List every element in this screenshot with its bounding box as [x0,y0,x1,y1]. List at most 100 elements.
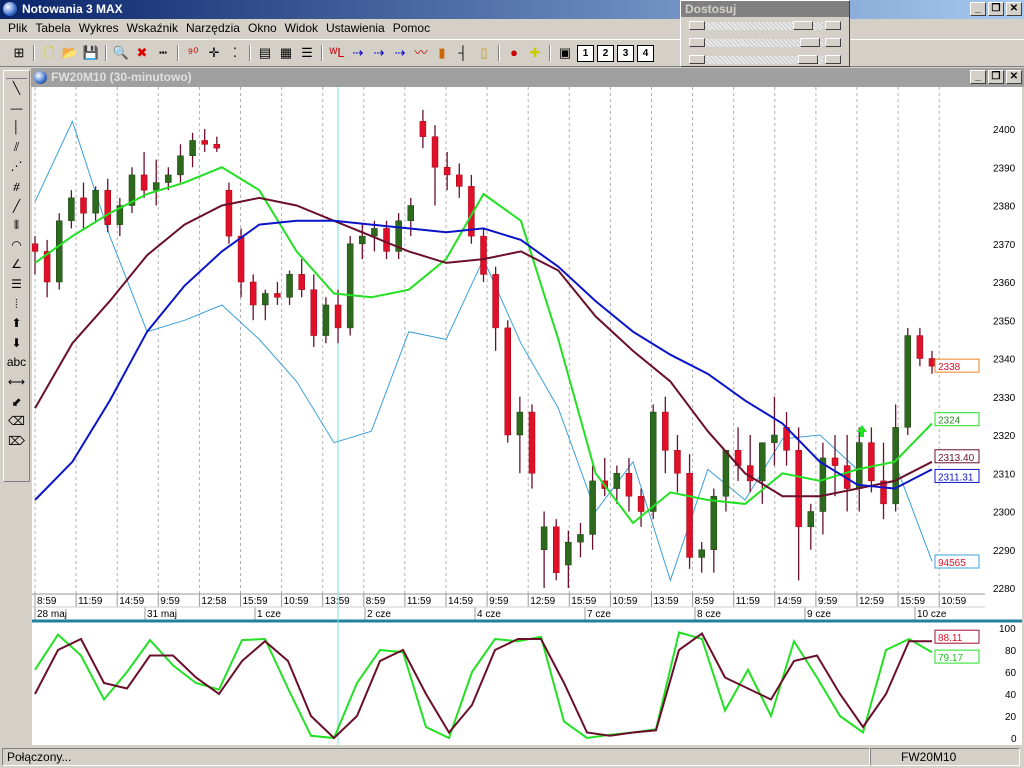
candle-icon[interactable]: ▯ [480,45,488,60]
gann-icon[interactable]: ⧣ [13,178,20,193]
chart-area[interactable]: 8:59 11:59 14:59 9:59 12:58 15:59 10:59 13:59 8:… [31,87,1022,745]
zoom-icon[interactable]: 🔍 [112,45,130,60]
slider-left-button[interactable] [689,38,705,47]
time-label: 8:59 [366,596,386,607]
candle-up [904,335,912,428]
candle-up [262,293,269,306]
vertical-lines-icon[interactable]: ⦀ [13,218,20,233]
vertical-line-icon[interactable]: │ [12,120,21,135]
move-icon[interactable]: ⬋ [11,394,22,409]
arcs-icon[interactable]: ◠ [11,237,22,252]
fan-icon[interactable]: ⋰ [10,159,23,174]
slider-thumb[interactable] [793,21,813,30]
slider-track[interactable] [705,56,823,64]
dostosuj-slider[interactable] [689,19,841,34]
chart-minimize-button[interactable]: _ [970,70,986,84]
slider-thumb[interactable] [798,55,818,64]
trendline-icon[interactable]: ╱ [12,198,21,213]
add-window-icon[interactable]: ▣ [558,45,572,60]
dostosuj-slider[interactable] [689,36,841,51]
menu-6[interactable]: Widok [284,21,319,35]
time-label: 10:59 [941,596,966,607]
slider-thumb[interactable] [800,38,820,47]
menu-3[interactable]: Wskaźnik [126,21,178,35]
fibonacci-icon[interactable]: ☰ [11,276,22,291]
digits-icon[interactable]: ⁹⁰ [187,45,199,60]
page-button-2[interactable]: 2 [597,44,614,62]
price-tick-label: 2370 [993,240,1016,251]
page-button-4[interactable]: 4 [637,44,654,62]
dostosuj-slider[interactable] [689,53,841,68]
fan-lines-icon[interactable]: ∠ [11,257,22,272]
text-tool[interactable]: abc [6,355,27,370]
new-icon[interactable]: 🗋 [43,45,55,60]
page-button-1[interactable]: 1 [577,44,594,62]
toolbar-grip[interactable] [6,71,27,79]
arrow3-icon[interactable]: ⇢ [394,45,406,60]
candle-down [492,274,499,329]
ohlc-icon[interactable]: ┤ [458,45,468,60]
menu-8[interactable]: Pomoc [392,21,431,35]
wl-icon[interactable]: ᵂL [329,45,345,60]
bar-chart-icon[interactable]: ▮ [438,45,446,60]
menu-7[interactable]: Ustawienia [326,21,385,35]
toolbar-separator [33,45,35,61]
buy-signal-arrow-icon [857,425,867,437]
ma-fast-value: 2324 [938,416,961,427]
date-label: 10 cze [917,609,947,620]
candle-down [31,243,39,252]
save-icon[interactable]: 💾 [82,45,100,60]
oscillator-slow-value-box [934,629,980,644]
eraser-icon[interactable]: ⌫ [8,414,25,429]
menu-4[interactable]: Narzędzia [185,21,240,35]
crosshair-icon[interactable]: ✛ [208,45,220,60]
open-icon[interactable]: 📂 [61,45,79,60]
points-icon[interactable]: ⁚ [232,45,238,60]
resize-icon[interactable]: ⟷ [7,374,26,389]
arrow2-icon[interactable]: ⇢ [373,45,385,60]
eraser-all-icon[interactable]: ⌦ [8,433,25,448]
arrow-up-icon[interactable]: ⬆ [11,316,22,331]
menu-1[interactable]: Tabela [35,21,71,35]
candle-up [395,220,402,252]
time-label: 14:59 [777,596,802,607]
slider-track[interactable] [705,39,823,47]
line-chart-icon[interactable]: 〰 [414,45,428,60]
time-zones-icon[interactable]: ⦙ [15,296,18,311]
menu-0[interactable]: Plik [8,21,28,35]
slider-left-button[interactable] [689,21,705,30]
table-icon[interactable]: ▤ [258,45,272,60]
toolbar-separator [249,45,251,61]
chart-close-button[interactable]: ✕ [1006,70,1022,84]
menu-2[interactable]: Wykres [78,21,119,35]
ruler-icon[interactable]: ┅ [159,45,167,60]
grid-icon[interactable]: ⊞ [13,45,25,60]
add-marker-icon[interactable]: ✚ [529,45,541,60]
chart-restore-button[interactable]: ❐ [988,70,1004,84]
slider-left-button[interactable] [689,55,705,64]
slider-right-button[interactable] [825,55,841,64]
slider-track[interactable] [705,22,823,30]
close-button[interactable]: ✕ [1006,2,1022,16]
price-chart[interactable]: 8:59 11:59 14:59 9:59 12:58 15:59 10:59 13:59 8:… [31,87,1022,745]
list-icon[interactable]: ☰ [301,45,313,60]
candle-down [880,480,887,505]
slider-right-button[interactable] [825,21,841,30]
horizontal-line-icon[interactable]: — [10,100,23,115]
menu-5[interactable]: Okno [247,21,277,35]
line-icon[interactable]: ╲ [12,81,21,95]
time-label: 13:59 [654,596,679,607]
restore-button[interactable]: ❐ [988,2,1004,16]
delete-icon[interactable]: ✖ [136,45,148,60]
date-label: 8 cze [697,609,721,620]
arrow-down-icon[interactable]: ⬇ [11,335,22,350]
slider-right-button[interactable] [825,38,841,47]
minimize-button[interactable]: _ [970,2,986,16]
layout-icon[interactable]: ▦ [279,45,293,60]
signal-icon[interactable]: ● [510,45,518,60]
parallel-lines-icon[interactable]: ⫽ [13,139,20,154]
time-label: 13:59 [325,596,350,607]
page-button-3[interactable]: 3 [617,44,634,62]
candle-up [55,220,63,283]
arrow1-icon[interactable]: ⇢ [352,45,364,60]
